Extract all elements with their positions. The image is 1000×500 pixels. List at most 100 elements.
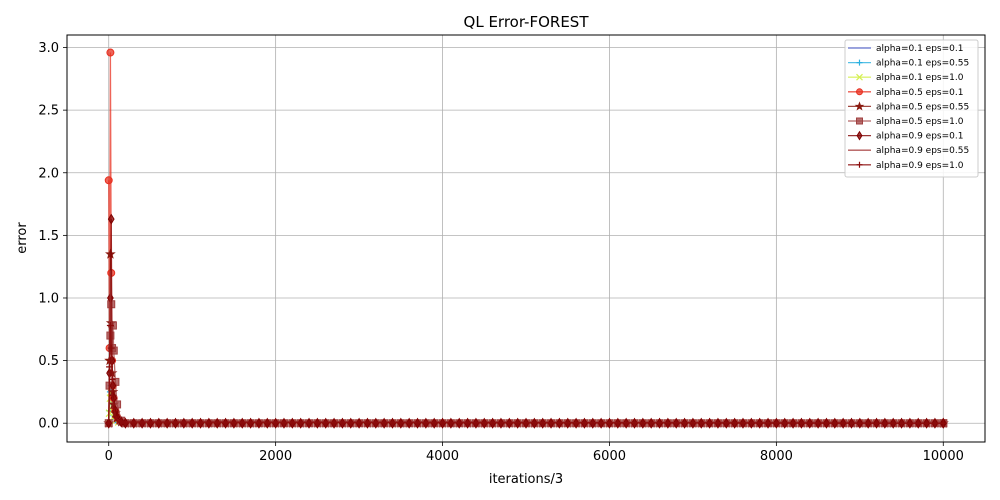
legend-swatch-marker — [856, 130, 863, 141]
data-point — [255, 419, 263, 427]
data-point — [689, 419, 697, 427]
data-point — [439, 419, 447, 427]
legend-box — [844, 39, 979, 178]
data-point — [747, 419, 755, 427]
data-point — [397, 419, 405, 427]
data-point — [939, 419, 947, 427]
y-tick-label: 0.5 — [38, 354, 59, 369]
legend-swatch-marker — [854, 101, 865, 111]
data-point — [789, 419, 797, 427]
data-point — [363, 419, 371, 427]
data-point — [247, 419, 255, 427]
legend-swatch-marker — [856, 88, 863, 96]
y-tick-label: 3.0 — [38, 41, 59, 56]
data-point — [447, 419, 455, 427]
data-point — [288, 419, 296, 427]
data-point — [121, 419, 129, 427]
legend-item: alpha=0.9 eps=0.1 — [848, 130, 963, 142]
data-point — [614, 419, 622, 427]
data-point — [898, 419, 906, 427]
data-point — [355, 419, 363, 427]
data-point — [722, 419, 730, 427]
data-point — [539, 419, 547, 427]
data-point — [338, 419, 346, 427]
data-point — [739, 419, 747, 427]
data-point — [797, 419, 805, 427]
legend-item: alpha=0.9 eps=1.0 — [848, 161, 964, 171]
data-point — [756, 419, 764, 427]
legend-label: alpha=0.9 eps=0.1 — [876, 132, 963, 142]
legend-swatch-marker — [856, 59, 863, 66]
data-point — [889, 419, 897, 427]
series-9 — [105, 322, 947, 427]
data-point — [764, 419, 772, 427]
data-point — [213, 419, 221, 427]
data-point — [555, 419, 563, 427]
data-point — [589, 419, 597, 427]
data-point — [130, 419, 138, 427]
data-point — [847, 419, 855, 427]
data-point — [464, 419, 472, 427]
data-point — [197, 419, 205, 427]
legend: alpha=0.1 eps=0.1 alpha=0.1 eps=0.55 alpha… — [844, 39, 979, 178]
data-point — [205, 419, 213, 427]
legend-label: alpha=0.1 eps=0.55 — [876, 59, 969, 69]
data-point — [280, 419, 288, 427]
data-point — [108, 375, 116, 383]
y-tick-label: 1.5 — [38, 229, 59, 244]
data-point — [297, 419, 305, 427]
data-point — [104, 176, 113, 185]
data-point — [110, 404, 118, 412]
x-tick-label: 0 — [105, 449, 113, 464]
data-point — [772, 419, 780, 427]
x-axis-label: iterations/3 — [489, 472, 563, 487]
data-point — [489, 419, 497, 427]
y-axis-label: error — [15, 222, 30, 254]
data-point — [106, 322, 114, 330]
data-point — [714, 419, 722, 427]
data-point — [480, 419, 488, 427]
data-point — [230, 419, 238, 427]
data-point — [923, 419, 931, 427]
data-point — [630, 419, 638, 427]
chart-title: QL Error-FOREST — [464, 13, 590, 31]
x-tick-label: 4000 — [426, 449, 459, 464]
data-point — [672, 419, 680, 427]
data-point — [831, 419, 839, 427]
data-point — [117, 418, 125, 426]
data-point — [155, 419, 163, 427]
data-point — [864, 419, 872, 427]
data-point — [472, 419, 480, 427]
data-point — [656, 419, 664, 427]
legend-item: alpha=0.5 eps=0.55 — [848, 101, 969, 112]
data-point — [881, 419, 889, 427]
data-point — [107, 344, 115, 352]
data-point — [430, 419, 438, 427]
data-point — [731, 419, 739, 427]
data-point — [522, 419, 530, 427]
data-point — [305, 419, 313, 427]
legend-item: alpha=0.5 eps=1.0 — [848, 117, 964, 127]
data-point — [497, 419, 505, 427]
data-point — [906, 419, 914, 427]
data-point — [564, 419, 572, 427]
data-point — [839, 419, 847, 427]
legend-label: alpha=0.9 eps=1.0 — [876, 161, 964, 171]
x-tick-label: 10000 — [923, 449, 964, 464]
data-point — [105, 419, 113, 427]
data-point — [388, 419, 396, 427]
legend-item: alpha=0.5 eps=0.1 — [848, 88, 963, 98]
data-point — [681, 419, 689, 427]
data-point — [697, 419, 705, 427]
data-point — [514, 419, 522, 427]
data-point — [530, 419, 538, 427]
data-point — [505, 419, 513, 427]
legend-item: alpha=0.1 eps=0.55 — [848, 59, 969, 69]
legend-label: alpha=0.9 eps=0.55 — [876, 146, 969, 156]
data-point — [188, 419, 196, 427]
data-point — [171, 419, 179, 427]
legend-swatch-marker — [856, 73, 863, 81]
data-point — [313, 419, 321, 427]
x-tick-label: 6000 — [593, 449, 626, 464]
